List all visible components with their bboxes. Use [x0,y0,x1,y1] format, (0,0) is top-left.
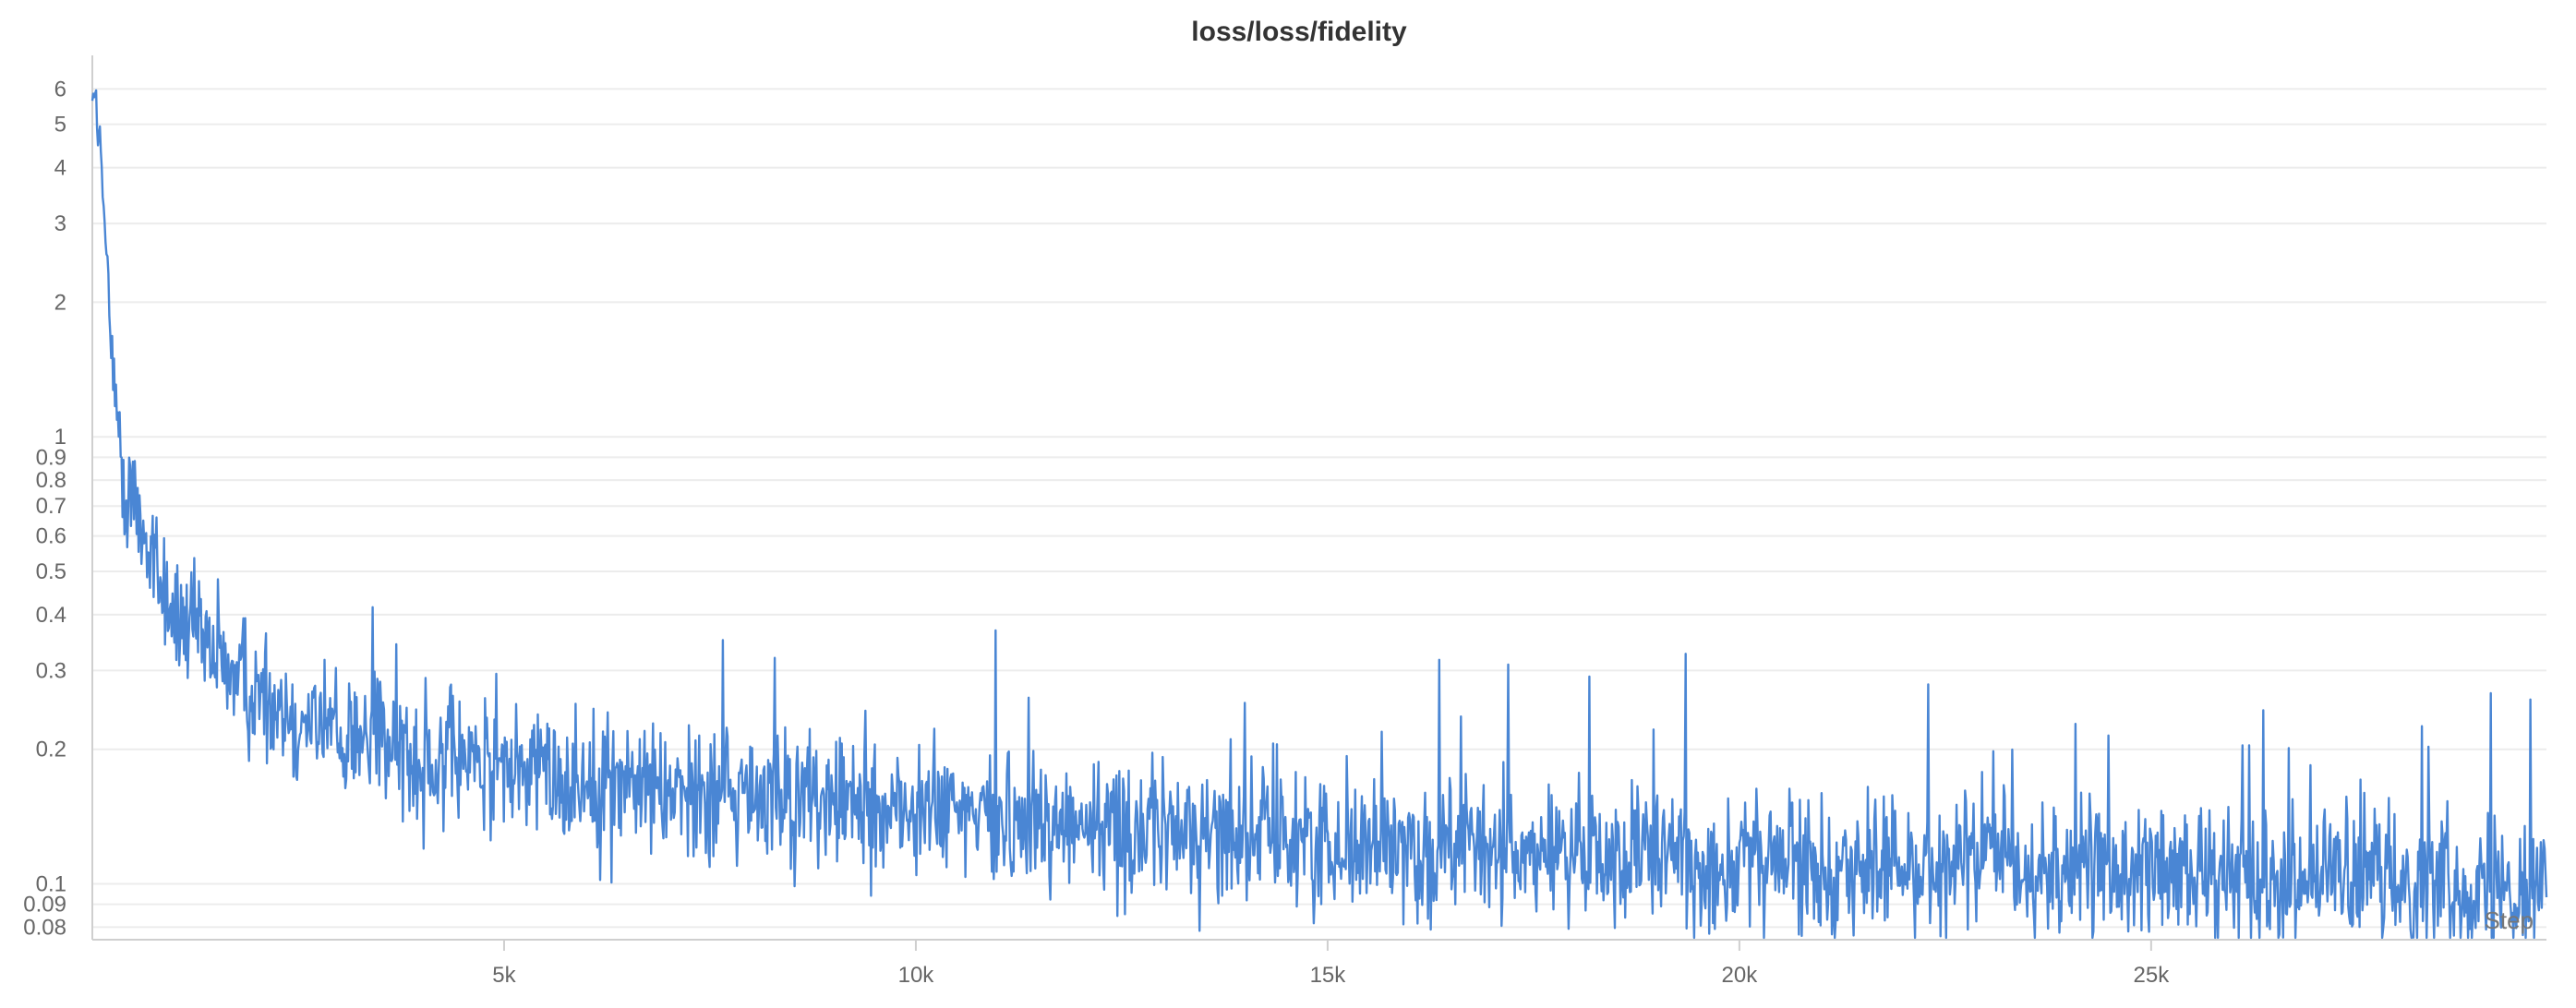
y-tick-label: 0.08 [23,915,66,940]
y-tick-label: 1 [54,425,66,450]
x-tick-labels: 5k 10k 15k 20k 25k [492,963,2170,988]
x-tick-label: 5k [492,963,516,988]
y-tick-label: 0.7 [36,494,66,519]
y-tick-label: 0.6 [36,524,66,549]
x-tick-label: 15k [1310,963,1347,988]
y-tick-label: 0.5 [36,559,66,584]
x-axis-label: Step [2485,906,2534,934]
y-tick-labels: 0.080.090.1 0.2 0.3 0.4 0.5 0.6 0.70.80.91 2 3 4 5… [23,77,66,940]
y-tick-label: 0.8 [36,468,66,493]
y-tick-label: 0.1 [36,871,66,896]
x-tick-label: 25k [2134,963,2171,988]
x-tick-label: 10k [898,963,935,988]
series-line [90,89,2548,940]
grid-lines [92,88,2546,929]
chart-title: loss/loss/fidelity [1191,17,1407,47]
y-tick-label: 2 [54,290,66,315]
y-tick-label: 0.2 [36,738,66,762]
y-tick-label: 0.4 [36,603,66,628]
series-layer [90,89,2548,940]
y-tick-label: 0.09 [23,893,66,918]
y-tick-label: 0.3 [36,658,66,683]
y-tick-label: 4 [54,156,66,181]
axes [91,55,2546,951]
y-tick-label: 6 [54,77,66,102]
y-tick-label: 0.9 [36,445,66,470]
x-tick-label: 20k [1722,963,1759,988]
y-tick-label: 3 [54,211,66,236]
y-tick-label: 5 [54,113,66,138]
